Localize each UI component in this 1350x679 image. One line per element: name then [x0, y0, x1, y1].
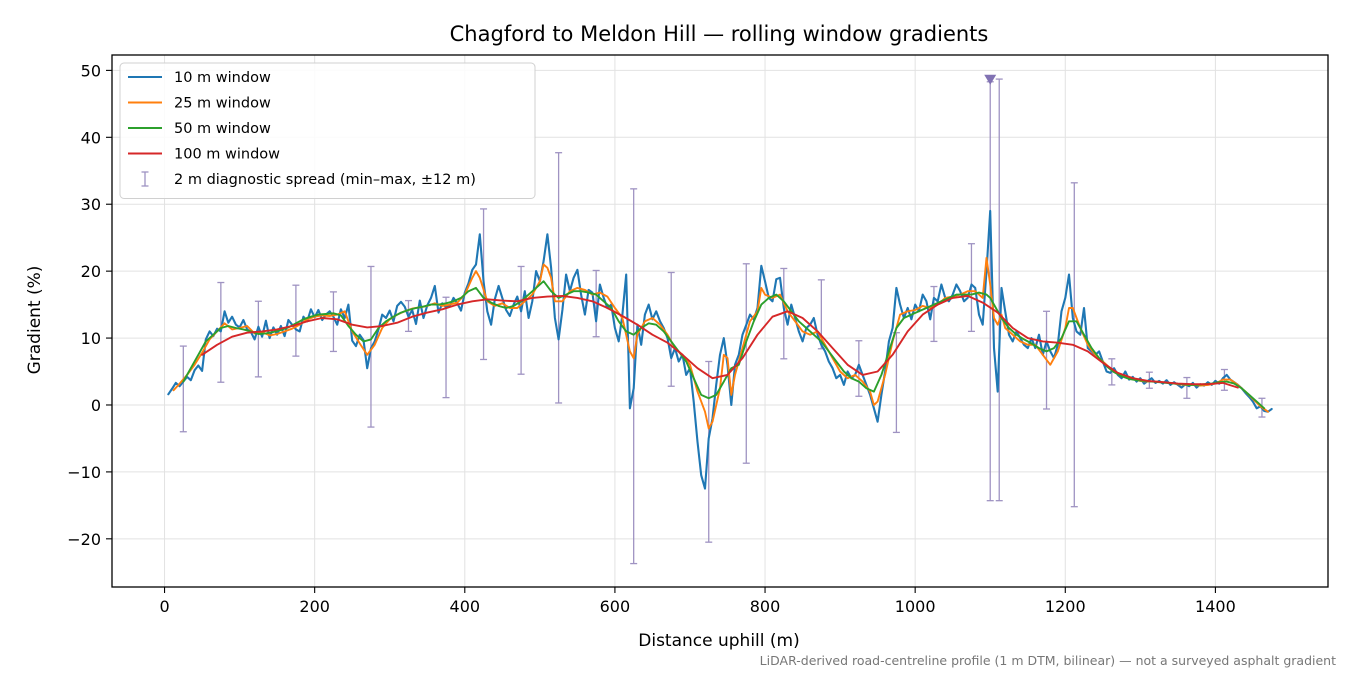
spread-bar — [292, 284, 300, 357]
y-tick-label: 40 — [81, 128, 101, 147]
series-line-4 — [201, 294, 1239, 389]
spread-bar — [329, 291, 337, 353]
x-tick-label: 0 — [159, 597, 169, 616]
chart-title: Chagford to Meldon Hill — rolling window… — [450, 22, 989, 46]
legend-label: 10 m window — [174, 70, 271, 86]
series-layer — [167, 209, 1273, 490]
legend: 10 m window 25 m window 50 m window 100 m w… — [119, 62, 536, 199]
plot-frame — [111, 54, 1329, 588]
spread-bar — [179, 345, 187, 433]
legend-label: 100 m window — [174, 147, 280, 163]
spread-bar — [995, 78, 1003, 502]
spread-bar — [1183, 376, 1191, 399]
x-tick-label: 1400 — [1195, 597, 1236, 616]
legend-label: 2 m diagnostic spread (min–max, ±12 m) — [174, 172, 476, 188]
x-tick-label: 1000 — [895, 597, 936, 616]
spread-bar — [555, 152, 563, 404]
x-tick-label: 1200 — [1045, 597, 1086, 616]
grid-layer — [112, 55, 1328, 587]
tick-layer: 0 200 400 600 800 1000 1200 1400 −20 −10 0 10 20 30 40… — [67, 61, 1236, 616]
y-axis-label: Gradient (%) — [25, 266, 45, 375]
spread-bar — [517, 265, 525, 375]
legend-box — [119, 62, 536, 199]
y-tick-label: 20 — [81, 262, 101, 281]
x-tick-label: 200 — [299, 597, 330, 616]
spread-layer — [179, 74, 1266, 565]
y-tick-label: −20 — [67, 530, 101, 549]
footnote: LiDAR-derived road-centreline profile (1… — [760, 653, 1336, 668]
x-axis-label: Distance uphill (m) — [638, 631, 799, 651]
y-tick-label: −10 — [67, 463, 101, 482]
spread-bar — [742, 263, 750, 464]
x-tick-label: 600 — [600, 597, 631, 616]
y-tick-label: 10 — [81, 329, 101, 348]
spread-bar — [254, 300, 262, 378]
series-line-1 — [167, 209, 1273, 490]
spread-bar — [855, 340, 863, 397]
y-tick-label: 30 — [81, 195, 101, 214]
legend-label: 25 m window — [174, 96, 271, 112]
clip-marker-triangle — [984, 74, 997, 85]
y-tick-label: 50 — [81, 61, 101, 80]
y-tick-label: 0 — [91, 396, 101, 415]
x-tick-label: 400 — [450, 597, 481, 616]
spread-bar — [442, 296, 450, 399]
legend-label: 50 m window — [174, 121, 271, 137]
spread-bar — [930, 285, 938, 343]
series-line-2 — [172, 256, 1269, 430]
x-tick-label: 800 — [750, 597, 781, 616]
spread-bar — [667, 271, 675, 387]
